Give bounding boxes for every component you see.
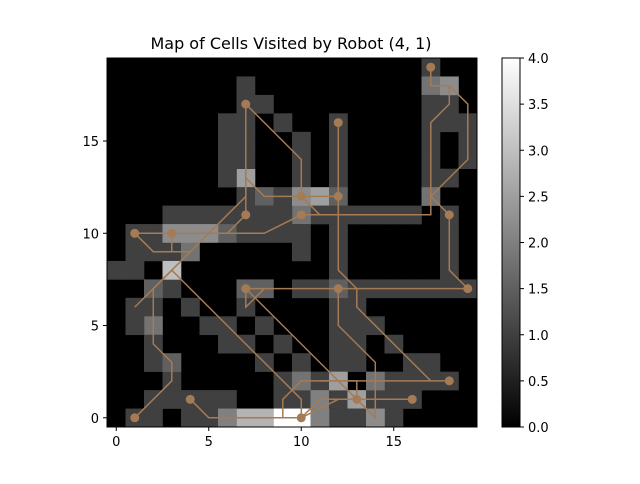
heatmap-cell (125, 242, 145, 262)
heatmap-cell (255, 316, 274, 336)
colorbar-tick-label: 3.0 (528, 144, 549, 159)
heatmap-cell (218, 334, 237, 354)
heatmap-cell (292, 353, 311, 372)
heatmap-cell (181, 297, 200, 317)
colorbar-scale (501, 57, 521, 428)
y-tick-label: 10 (82, 227, 99, 242)
path-marker (444, 376, 454, 386)
heatmap-cell (199, 205, 219, 225)
heatmap-cell (125, 260, 145, 280)
robot-path-line (134, 269, 413, 420)
robot-path-line (134, 232, 191, 253)
path-marker (333, 118, 343, 128)
x-tick-label: 0 (112, 435, 120, 450)
heatmap-cell (218, 150, 237, 169)
heatmap-cell (199, 390, 219, 409)
path-marker (426, 62, 436, 72)
plot-area: 0 5 10 15 0 5 10 15 (82, 57, 478, 450)
robot-path-line (134, 67, 470, 290)
path-marker (463, 284, 473, 294)
heatmap-cell (199, 316, 219, 336)
heatmap-cell (218, 113, 237, 133)
heatmap-cell (329, 408, 348, 428)
path-marker (241, 284, 251, 294)
colorbar: 0.0 0.5 1.0 1.5 2.0 2.5 3.0 3.5 4.0 (501, 52, 549, 436)
colorbar-tick-label: 2.5 (528, 190, 549, 205)
heatmap-cell (255, 205, 274, 225)
heatmap-cell (329, 334, 348, 354)
path-marker (296, 210, 306, 220)
heatmap-cell (347, 408, 367, 428)
path-marker (333, 284, 343, 294)
heatmap-cell (144, 353, 163, 372)
heatmap-cell (440, 113, 459, 133)
heatmap-cell (384, 408, 404, 428)
path-marker (296, 413, 306, 423)
heatmap-cell (273, 334, 293, 354)
heatmap-cell (273, 113, 293, 133)
path-marker (407, 394, 417, 404)
heatmap-cell (181, 408, 200, 428)
colorbar-tick-label: 1.0 (528, 329, 549, 344)
colorbar-tick-label: 2.0 (528, 237, 549, 252)
colorbar-tick-label: 0.5 (528, 375, 549, 390)
colorbar-tick-label: 0.0 (528, 421, 549, 436)
robot-path-line (134, 176, 340, 419)
y-tick-label: 0 (91, 412, 99, 427)
heatmap-cell (144, 408, 163, 428)
path-marker (352, 394, 362, 404)
heatmap-cell (125, 316, 145, 336)
path-marker (130, 413, 140, 423)
colorbar-tick-label: 4.0 (528, 52, 549, 67)
path-marker (185, 394, 195, 404)
heatmap-cell (218, 390, 237, 409)
heatmap-cell (421, 353, 441, 372)
axes-frame (106, 57, 478, 428)
heatmap-cell (181, 205, 200, 225)
heatmap-cell (218, 131, 237, 151)
path-marker (296, 191, 306, 201)
y-tick-label: 15 (82, 135, 99, 150)
chart-title: Map of Cells Visited by Robot (4, 1) (150, 34, 431, 53)
heatmap-cell (310, 408, 330, 428)
path-marker (444, 210, 454, 220)
heatmap-cell (347, 353, 367, 372)
heatmap-cell (162, 205, 182, 225)
heatmap-cell (292, 224, 311, 243)
path-marker (241, 210, 251, 220)
heatmap-cell (292, 242, 311, 262)
heatmap-cell (273, 224, 293, 243)
path-marker (333, 191, 343, 201)
y-tick-label: 5 (91, 320, 99, 335)
x-tick-label: 5 (205, 435, 213, 450)
colorbar-tick-label: 1.5 (528, 283, 549, 298)
heatmap-cell (273, 205, 293, 225)
heatmap-cell (329, 353, 348, 372)
heatmap-cell (292, 131, 311, 151)
heatmap-cell (162, 390, 182, 409)
heatmap-cell (421, 94, 441, 114)
heatmap-cell (347, 316, 367, 336)
heatmap-cell (236, 76, 256, 96)
heatmap-cell (218, 168, 237, 188)
colorbar-tick-label: 3.5 (528, 98, 549, 113)
path-marker (130, 228, 140, 238)
x-tick-label: 15 (385, 435, 402, 450)
path-marker (241, 99, 251, 109)
heatmap-cell (162, 279, 182, 299)
heatmap-cell (255, 94, 274, 114)
heatmap-cell (107, 260, 126, 280)
path-marker (167, 228, 177, 238)
x-tick-label: 10 (293, 435, 310, 450)
